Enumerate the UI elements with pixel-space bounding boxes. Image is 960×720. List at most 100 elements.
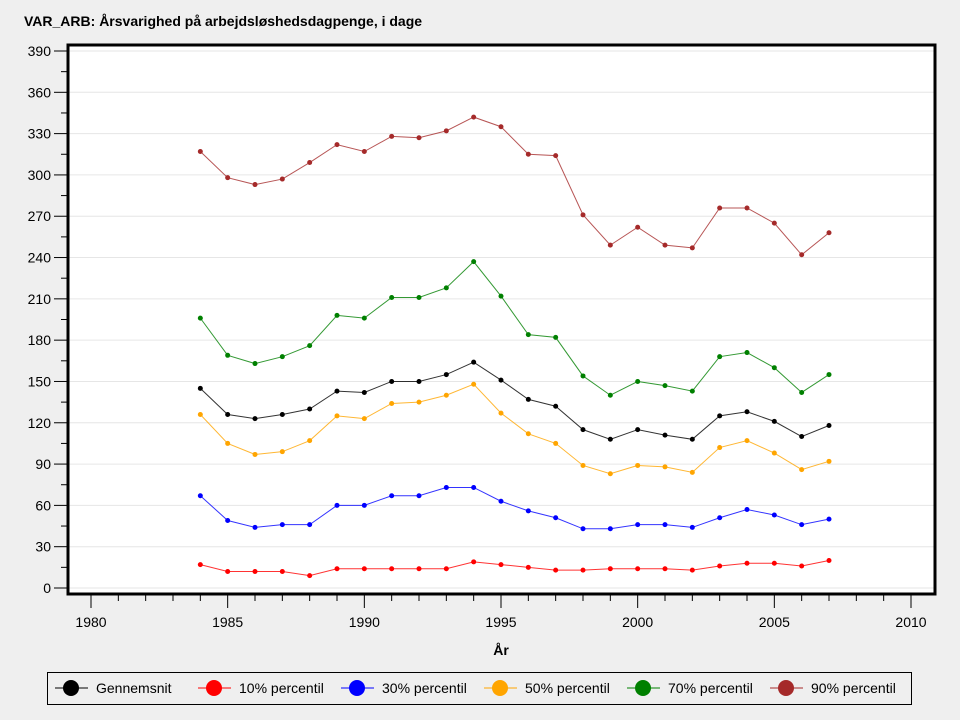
data-point [635, 378, 641, 384]
data-point [334, 312, 340, 318]
data-point [717, 445, 723, 451]
data-point [744, 350, 750, 356]
data-point [717, 413, 723, 419]
legend-marker [349, 680, 365, 696]
data-point [525, 508, 531, 514]
data-point [689, 469, 695, 475]
x-tick-label: 2005 [759, 614, 790, 630]
data-point [307, 522, 313, 528]
y-tick-label: 60 [35, 497, 51, 513]
data-point [662, 522, 668, 528]
legend-label: 90% percentil [811, 680, 896, 696]
y-tick-label: 0 [43, 580, 51, 596]
data-point [252, 182, 258, 188]
data-point [197, 385, 203, 391]
y-tick-label: 240 [28, 250, 52, 266]
data-point [443, 566, 449, 572]
data-point [635, 224, 641, 230]
data-point [389, 294, 395, 300]
data-point [662, 464, 668, 470]
data-point [197, 562, 203, 568]
data-point [252, 361, 258, 367]
data-point [471, 259, 477, 265]
legend-marker [778, 680, 794, 696]
data-point [389, 566, 395, 572]
data-point [498, 293, 504, 299]
data-point [361, 315, 367, 321]
legend-marker [206, 680, 222, 696]
series-2 [197, 484, 832, 532]
data-point [443, 372, 449, 378]
y-tick-label: 360 [28, 84, 52, 100]
data-point [389, 493, 395, 499]
data-point [443, 128, 449, 134]
data-point [689, 388, 695, 394]
series-line [199, 361, 830, 440]
data-point [799, 467, 805, 473]
data-point [279, 568, 285, 574]
y-tick-label: 120 [28, 415, 52, 431]
data-point [252, 451, 258, 457]
legend-item: Gennemsnit [55, 680, 172, 696]
data-point [389, 378, 395, 384]
data-point [744, 205, 750, 211]
data-point [662, 566, 668, 572]
series-5 [197, 114, 832, 258]
legend-marker [492, 680, 508, 696]
data-point [252, 524, 258, 530]
data-point [389, 400, 395, 406]
x-tick-label: 1995 [485, 614, 516, 630]
x-axis-label: År [493, 642, 509, 658]
series-line [199, 260, 830, 396]
data-point [771, 560, 777, 566]
data-point [525, 151, 531, 157]
data-point [771, 220, 777, 226]
data-point [553, 403, 559, 409]
data-point [635, 427, 641, 433]
data-point [662, 432, 668, 438]
data-point [307, 438, 313, 444]
series-line [199, 116, 830, 256]
legend-marker [63, 680, 79, 696]
data-point [607, 566, 613, 572]
data-point [799, 434, 805, 440]
data-point [689, 524, 695, 530]
series-line [199, 383, 830, 475]
series-line [199, 486, 830, 530]
y-tick-label: 270 [28, 208, 52, 224]
data-point [826, 458, 832, 464]
data-point [471, 114, 477, 120]
data-point [717, 354, 723, 360]
data-point [580, 427, 586, 433]
data-point [389, 133, 395, 139]
data-point [334, 502, 340, 508]
data-point [471, 484, 477, 490]
data-point [689, 567, 695, 573]
legend-item: 50% percentil [484, 680, 610, 696]
legend-item: 10% percentil [198, 680, 324, 696]
data-point [580, 462, 586, 468]
data-point [279, 176, 285, 182]
data-point [580, 526, 586, 532]
data-point [197, 149, 203, 155]
data-point [334, 388, 340, 394]
data-point [307, 160, 313, 166]
data-point [771, 365, 777, 371]
data-point [525, 564, 531, 570]
data-point [498, 410, 504, 416]
data-point [471, 381, 477, 387]
data-point [744, 409, 750, 415]
data-point [197, 315, 203, 321]
data-point [334, 413, 340, 419]
data-point [225, 518, 231, 524]
data-point [307, 406, 313, 412]
legend-item: 30% percentil [341, 680, 467, 696]
data-point [635, 566, 641, 572]
data-point [744, 507, 750, 513]
data-point [799, 522, 805, 528]
y-tick-label: 300 [28, 167, 52, 183]
y-tick-label: 30 [35, 539, 51, 555]
data-point [689, 436, 695, 442]
data-point [717, 205, 723, 211]
